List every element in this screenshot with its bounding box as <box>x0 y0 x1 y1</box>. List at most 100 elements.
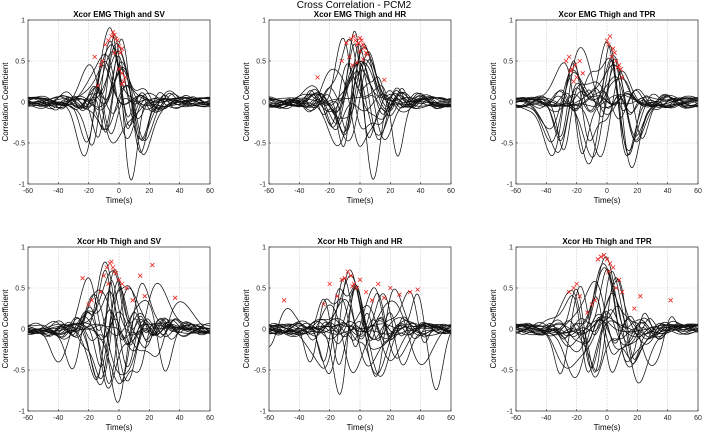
peak-marker <box>574 75 579 80</box>
y-tick-label: 0.5 <box>15 286 25 293</box>
x-tick-label: -40 <box>294 188 304 195</box>
peak-marker <box>592 298 598 303</box>
peak-marker <box>595 257 601 262</box>
peak-marker <box>363 289 369 295</box>
peak-marker <box>106 281 111 287</box>
x-tick-label: -40 <box>294 415 304 422</box>
peak-marker <box>613 285 619 291</box>
peak-marker <box>615 65 620 70</box>
peak-marker <box>354 60 360 65</box>
peak-marker <box>619 75 625 80</box>
series-line <box>269 46 451 136</box>
x-tick-label: -40 <box>541 188 551 195</box>
peak-marker <box>122 75 128 80</box>
subplot-grid: -60 -40 -20 0 20 40 60 -1 -0.5 0 0.5 1 Xcor EMG Thig… <box>1 10 702 432</box>
peak-marker <box>601 252 607 258</box>
y-tick-label: 1 <box>262 245 266 252</box>
series-group <box>516 41 698 169</box>
peak-marker <box>619 289 625 295</box>
peak-marker <box>104 265 110 270</box>
peak-marker <box>281 298 287 303</box>
x-tick-label: -20 <box>84 415 94 422</box>
peak-marker <box>618 66 623 72</box>
peak-marker <box>150 262 155 268</box>
x-tick-label: 40 <box>417 188 425 195</box>
series-line <box>269 299 451 367</box>
peak-marker <box>348 273 354 278</box>
peak-marker <box>109 34 114 39</box>
subplot-5: -60 -40 -20 0 20 40 60 -1 -0.5 0 0.5 1 Xcor Hb Thigh… <box>242 237 455 432</box>
peak-marker <box>609 54 614 60</box>
x-tick-label: -20 <box>572 188 582 195</box>
subplot-title: Xcor Hb Thigh and HR <box>318 237 403 246</box>
peak-marker <box>607 34 613 39</box>
subplot-title: Xcor EMG Thigh and TPR <box>559 10 656 19</box>
series-line <box>516 63 698 157</box>
peak-marker <box>613 58 619 64</box>
peak-marker <box>350 284 355 289</box>
x-axis-label: Time(s) <box>347 423 374 432</box>
y-tick-label: 0 <box>21 100 25 107</box>
y-tick-label: -0.5 <box>254 368 266 375</box>
x-tick-label: 60 <box>206 415 214 422</box>
x-tick-label: 20 <box>386 188 394 195</box>
y-tick-label: -0.5 <box>13 141 25 148</box>
peak-marker <box>89 298 94 303</box>
y-tick-label: 0.5 <box>15 59 25 66</box>
y-tick-label: 0 <box>262 327 266 334</box>
x-tick-label: 0 <box>117 415 121 422</box>
x-axis-label: Time(s) <box>106 196 133 205</box>
peak-marker <box>101 273 107 278</box>
series-line <box>28 318 210 403</box>
peak-marker <box>638 293 643 299</box>
x-tick-label: -60 <box>23 415 33 422</box>
y-tick-label: 1 <box>21 245 25 252</box>
peak-marker <box>388 285 393 291</box>
series-line <box>28 282 210 385</box>
series-line <box>28 38 210 153</box>
x-tick-label: 20 <box>145 188 153 195</box>
y-tick-label: -1 <box>507 409 513 416</box>
series-line <box>269 59 451 142</box>
peak-marker <box>334 293 340 299</box>
peak-marker <box>106 38 111 43</box>
peak-marker <box>119 46 125 51</box>
peak-marker <box>124 285 129 291</box>
peak-marker <box>98 62 104 68</box>
subplot-title: Xcor Hb Thigh and TPR <box>562 237 652 246</box>
peak-marker <box>351 34 357 39</box>
y-tick-label: -1 <box>507 182 513 189</box>
peak-marker <box>350 62 355 68</box>
series-line <box>28 294 210 376</box>
peak-marker <box>668 298 673 303</box>
peak-marker <box>80 275 85 281</box>
peak-marker <box>604 38 610 43</box>
x-tick-label: -40 <box>53 188 63 195</box>
x-tick-label: -40 <box>53 415 63 422</box>
peak-marker <box>172 295 178 301</box>
series-line <box>269 75 451 124</box>
subplot-4: -60 -40 -20 0 20 40 60 -1 -0.5 0 0.5 1 Xcor Hb Thigh… <box>1 237 214 432</box>
peak-marker <box>362 45 367 51</box>
y-tick-label: 0.5 <box>256 59 266 66</box>
series-line <box>269 68 451 147</box>
x-tick-label: -40 <box>541 415 551 422</box>
x-tick-label: 40 <box>176 188 184 195</box>
series-line <box>269 51 451 119</box>
y-tick-label: 0 <box>262 100 266 107</box>
y-tick-label: -0.5 <box>13 368 25 375</box>
series-line <box>516 41 698 151</box>
x-tick-label: 40 <box>176 415 184 422</box>
x-tick-label: 40 <box>664 188 672 195</box>
figure-title: Cross Correlation - PCM2 <box>297 0 412 11</box>
peak-marker <box>113 270 119 276</box>
y-axis-label: Correlation Coefficient <box>242 62 251 142</box>
x-tick-label: -60 <box>264 415 274 422</box>
peak-marker <box>119 81 125 87</box>
peak-marker <box>119 281 125 287</box>
peak-marker <box>574 281 579 287</box>
series-line <box>28 291 210 368</box>
peak-marker <box>563 58 569 64</box>
y-tick-label: -1 <box>19 409 25 416</box>
y-tick-label: 1 <box>262 18 266 25</box>
